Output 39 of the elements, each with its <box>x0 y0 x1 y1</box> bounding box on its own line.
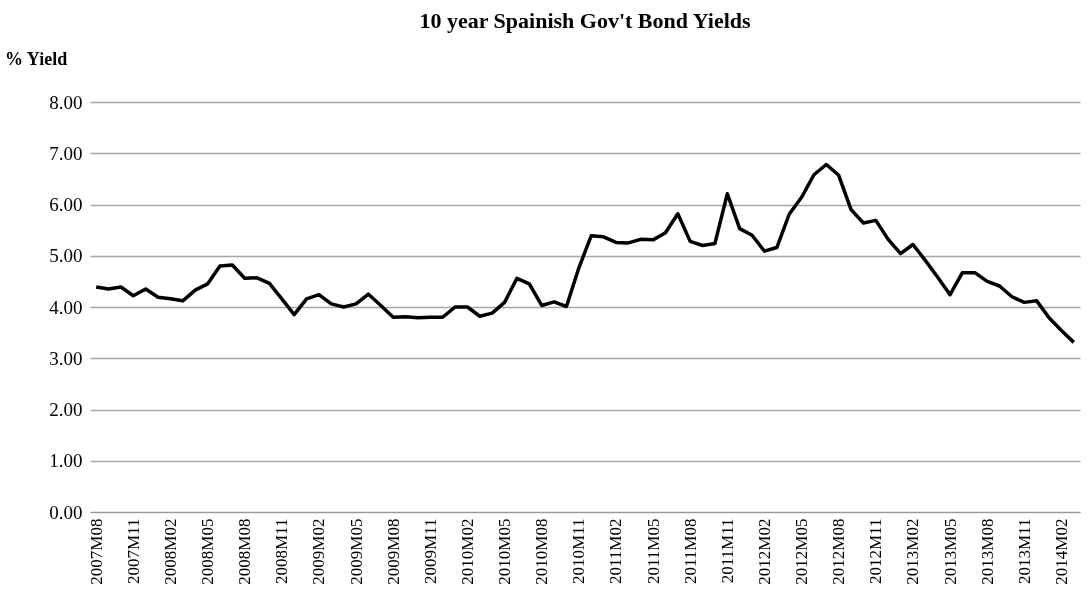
x-tick-label: 2013M11 <box>1014 518 1034 584</box>
y-axis-title: % Yield <box>5 49 68 69</box>
x-tick-label: 2010M05 <box>495 518 515 585</box>
x-tick-label: 2013M02 <box>903 518 923 585</box>
x-tick-label: 2012M11 <box>866 518 886 584</box>
y-tick-label: 6.00 <box>49 194 83 215</box>
y-tick-label: 5.00 <box>49 245 83 267</box>
x-tick-label: 2010M08 <box>532 518 552 585</box>
x-tick-label: 2011M02 <box>606 518 626 584</box>
line-series <box>94 162 1076 345</box>
x-tick-label: 2009M05 <box>346 518 366 585</box>
x-tick-label: 2012M02 <box>754 518 774 585</box>
y-tick-label: 4.00 <box>49 296 83 318</box>
y-tick-label: 2.00 <box>49 399 83 420</box>
y-tick-label: 1.00 <box>49 450 83 472</box>
x-tick-label: 2008M08 <box>235 518 255 585</box>
y-tick-label: 0.00 <box>49 501 83 523</box>
x-tick-label: 2010M11 <box>569 518 589 584</box>
x-tick-label: 2009M02 <box>309 518 329 585</box>
x-tick-label: 2011M05 <box>643 518 663 584</box>
y-tick-label: 7.00 <box>49 142 83 164</box>
y-tick-label: 8.00 <box>49 91 83 113</box>
x-tick-label: 2012M08 <box>829 518 849 585</box>
x-tick-label: 2011M08 <box>680 518 700 584</box>
x-tick-label: 2013M05 <box>940 518 960 585</box>
x-tick-label: 2009M11 <box>420 518 440 584</box>
x-tick-label: 2008M11 <box>272 518 292 584</box>
x-tick-label: 2012M05 <box>792 518 812 585</box>
x-tick-label: 2013M08 <box>977 518 997 585</box>
chart-title: 10 year Spainish Gov't Bond Yields <box>419 8 751 33</box>
x-tick-label: 2007M08 <box>86 518 106 585</box>
x-tick-label: 2008M02 <box>160 518 180 585</box>
x-tick-label: 2011M11 <box>717 518 737 584</box>
x-tick-label: 2008M05 <box>198 518 218 585</box>
x-tick-label: 2007M11 <box>123 518 143 584</box>
x-tick-label: 2010M02 <box>457 518 477 585</box>
y-tick-label: 3.00 <box>49 347 83 369</box>
x-tick-label: 2014M02 <box>1051 518 1071 585</box>
x-tick-label: 2009M08 <box>383 518 403 585</box>
